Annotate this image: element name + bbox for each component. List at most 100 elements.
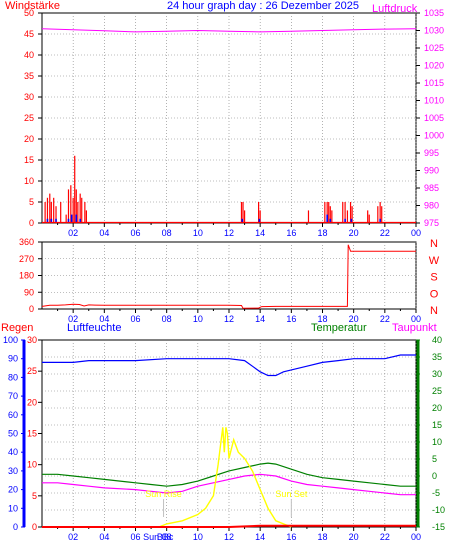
time-tick-label: 12 bbox=[224, 532, 234, 542]
humidity-tick-label: 40 bbox=[8, 447, 18, 457]
time-tick-label: 16 bbox=[286, 314, 296, 324]
time-tick-label: 00 bbox=[411, 532, 421, 542]
temperature-tick-label: 25 bbox=[432, 386, 442, 396]
time-tick-label: 14 bbox=[255, 314, 265, 324]
wind-speed-tick-label: 25 bbox=[24, 113, 34, 123]
humidity-tick-label: 50 bbox=[8, 429, 18, 439]
time-tick-label: 12 bbox=[224, 314, 234, 324]
wind-speed-tick-label: 50 bbox=[24, 8, 34, 18]
direction-time-axis: 02 04 06 08 10 12 14 16 18 20 22 00 bbox=[57, 309, 421, 324]
time-tick-label: 04 bbox=[99, 228, 109, 238]
time-tick-label: 08 bbox=[162, 228, 172, 238]
wind-speed-tick-label: 30 bbox=[24, 92, 34, 102]
time-tick-label: 08 bbox=[162, 314, 172, 324]
time-tick-label: 14 bbox=[255, 228, 265, 238]
temperature-axis: -15 -10 -5 0 5 10 15 20 25 30 35 40 bbox=[416, 335, 445, 532]
rain-tick-label: 5 bbox=[32, 491, 37, 501]
climate-grid bbox=[42, 340, 417, 527]
time-tick-label: 02 bbox=[68, 314, 78, 324]
direction-degree-tick-label: 90 bbox=[24, 287, 34, 297]
humidity-tick-label: 100 bbox=[3, 335, 18, 345]
wind-speed-tick-label: 40 bbox=[24, 50, 34, 60]
time-tick-label: 12 bbox=[224, 228, 234, 238]
pressure-line bbox=[41, 28, 417, 33]
temperature-tick-label: 30 bbox=[432, 369, 442, 379]
rain-tick-label: 10 bbox=[27, 460, 37, 470]
pressure-tick-label: 1030 bbox=[424, 26, 444, 36]
pressure-tick-label: 1000 bbox=[424, 131, 444, 141]
time-tick-label: 20 bbox=[349, 532, 359, 542]
pressure-tick-label: 1015 bbox=[424, 78, 444, 88]
time-tick-label: 16 bbox=[286, 532, 296, 542]
temperature-tick-label: 0 bbox=[432, 471, 437, 481]
dewpoint-axis-title: Taupunkt bbox=[392, 322, 437, 334]
time-tick-label: 06 bbox=[130, 532, 140, 542]
pressure-tick-label: 975 bbox=[424, 218, 439, 228]
wind-grid bbox=[42, 13, 417, 223]
time-tick-label: 18 bbox=[317, 314, 327, 324]
time-tick-label: 02 bbox=[68, 228, 78, 238]
time-tick-label: 20 bbox=[349, 314, 359, 324]
rain-tick-label: 20 bbox=[27, 397, 37, 407]
time-tick-label: 22 bbox=[380, 532, 390, 542]
chart-title: 24 hour graph day : 26 Dezember 2025 bbox=[167, 0, 359, 12]
sun-annotation-label: Sun bbox=[143, 532, 159, 542]
direction-degree-axis: 0 90 180 270 360 bbox=[19, 237, 42, 314]
direction-compass-label: N bbox=[430, 238, 438, 250]
wind-speed-tick-label: 5 bbox=[29, 197, 34, 207]
time-tick-label: 22 bbox=[380, 314, 390, 324]
direction-line bbox=[41, 244, 416, 309]
wind-speed-axis: 0 5 10 15 20 25 30 35 40 45 50 bbox=[24, 8, 42, 228]
time-tick-label: 18 bbox=[317, 532, 327, 542]
direction-compass-label: S bbox=[430, 272, 437, 284]
time-tick-label: 04 bbox=[99, 314, 109, 324]
sun-annotation-label: BBc bbox=[157, 532, 174, 542]
humidity-tick-label: 90 bbox=[8, 354, 18, 364]
rain-line bbox=[42, 524, 416, 528]
temperature-tick-label: 15 bbox=[432, 420, 442, 430]
time-tick-label: 04 bbox=[99, 532, 109, 542]
rain-axis: 0 5 10 15 20 25 30 bbox=[27, 335, 42, 532]
temperature-tick-label: -10 bbox=[432, 505, 445, 515]
radiation-line bbox=[158, 427, 292, 528]
time-tick-label: 08 bbox=[162, 532, 172, 542]
wind-series bbox=[41, 28, 417, 224]
dewpoint-line bbox=[42, 473, 416, 496]
time-tick-label: 10 bbox=[193, 228, 203, 238]
direction-degree-tick-label: 360 bbox=[19, 237, 34, 247]
time-tick-label: 20 bbox=[349, 228, 359, 238]
rain-tick-label: 25 bbox=[27, 366, 37, 376]
humidity-tick-label: 10 bbox=[8, 503, 18, 513]
humidity-tick-label: 80 bbox=[8, 372, 18, 382]
temperature-tick-label: 40 bbox=[432, 335, 442, 345]
humidity-tick-label: 20 bbox=[8, 485, 18, 495]
pressure-tick-label: 980 bbox=[424, 201, 439, 211]
time-tick-label: 22 bbox=[380, 228, 390, 238]
wind-speed-tick-label: 0 bbox=[29, 218, 34, 228]
pressure-axis: 975 980 985 990 995 1000 1005 1010 1015 1020 1025 1… bbox=[416, 8, 444, 228]
pressure-axis-title: Luftdruck bbox=[372, 3, 418, 15]
time-tick-label: 00 bbox=[411, 314, 421, 324]
time-tick-label: 06 bbox=[130, 228, 140, 238]
time-tick-label: 10 bbox=[193, 532, 203, 542]
temperature-tick-label: -5 bbox=[432, 488, 440, 498]
rain-tick-label: 0 bbox=[32, 522, 37, 532]
pressure-tick-label: 990 bbox=[424, 166, 439, 176]
pressure-tick-label: 985 bbox=[424, 183, 439, 193]
temperature-tick-label: 10 bbox=[432, 437, 442, 447]
direction-grid bbox=[42, 242, 417, 309]
sun-annotation-label: Sun Rise bbox=[145, 489, 182, 499]
direction-compass-label: O bbox=[430, 288, 439, 300]
time-tick-label: 18 bbox=[317, 228, 327, 238]
wind-speed-tick-label: 45 bbox=[24, 29, 34, 39]
temperature-axis-title: Temperatur bbox=[311, 322, 367, 334]
time-tick-label: 06 bbox=[130, 314, 140, 324]
pressure-tick-label: 1035 bbox=[424, 8, 444, 18]
